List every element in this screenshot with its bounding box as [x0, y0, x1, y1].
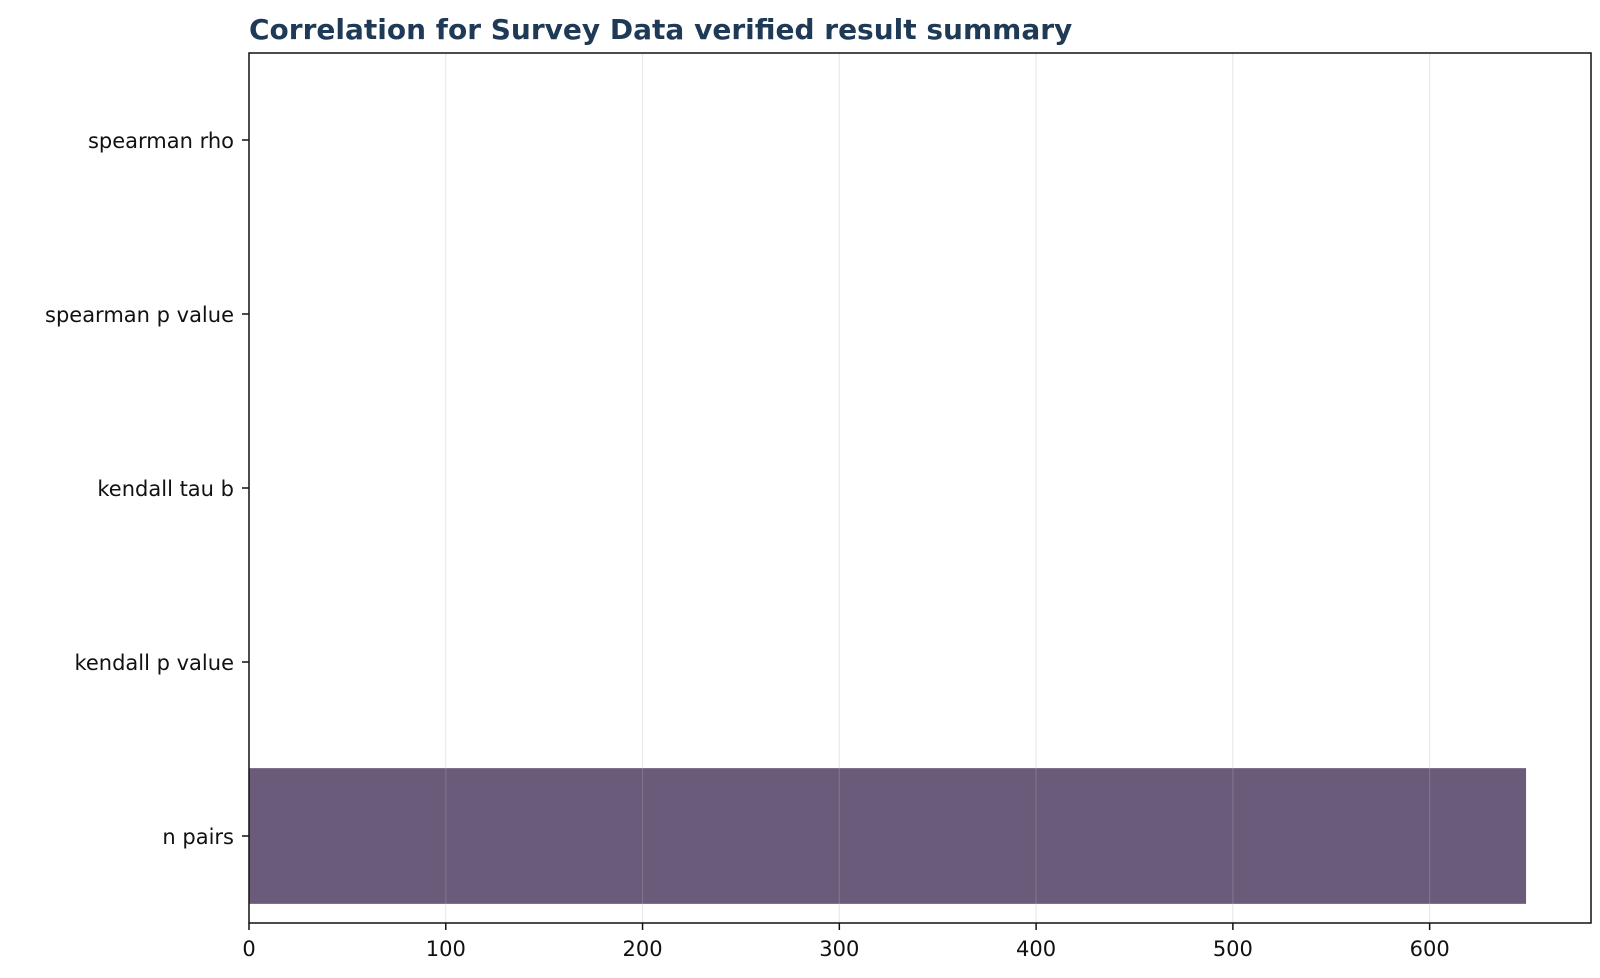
x-tick-label: 200 [623, 937, 663, 961]
x-tick-label: 0 [242, 937, 255, 961]
x-tick-label: 400 [1016, 937, 1056, 961]
y-tick-label: kendall tau b [97, 477, 234, 501]
x-axis: 0 100 200 300 400 500 600 [242, 923, 1450, 961]
x-tick-label: 100 [426, 937, 466, 961]
x-tick-label: 500 [1213, 937, 1253, 961]
chart-title: Correlation for Survey Data verified res… [249, 13, 1072, 46]
y-tick-label: spearman p value [45, 303, 234, 327]
y-tick-label: n pairs [162, 825, 234, 849]
x-tick-label: 600 [1410, 937, 1450, 961]
bars [249, 53, 1527, 923]
y-tick-label: kendall p value [74, 651, 234, 675]
bar-n-pairs [249, 768, 1527, 904]
x-tick-label: 300 [819, 937, 859, 961]
y-axis: spearman rho spearman p value kendall tau … [45, 129, 249, 849]
y-tick-label: spearman rho [88, 129, 234, 153]
